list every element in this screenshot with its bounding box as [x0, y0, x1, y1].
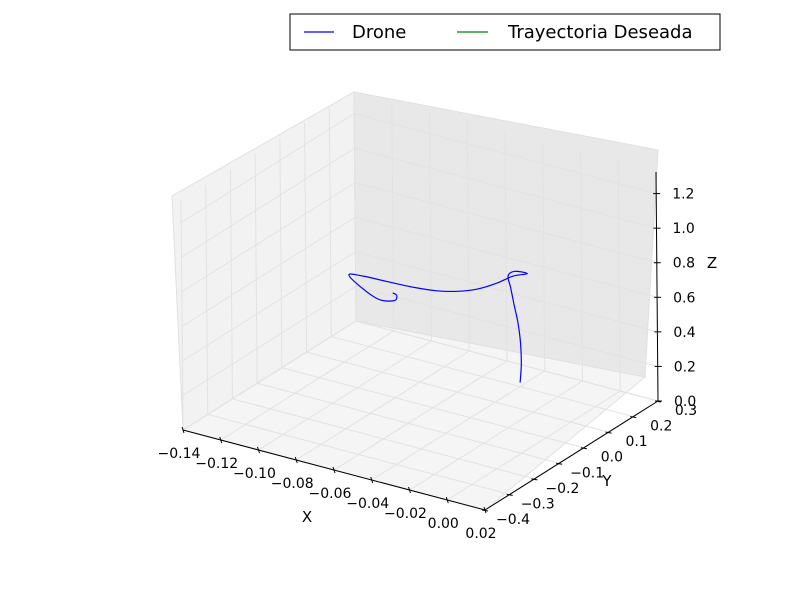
y-tick [556, 462, 563, 465]
z-tick-label: 0.6 [673, 290, 695, 306]
y-tick-label: 0.3 [675, 403, 697, 419]
x-gridline-back [429, 111, 432, 342]
y-gridline-side [229, 169, 233, 399]
y-tick-label: 0.1 [625, 434, 647, 450]
y-gridline-floor [331, 336, 634, 418]
legend-label-trayectoria-deseada: Trayectoria Deseada [507, 22, 693, 43]
y-tick [605, 431, 612, 434]
x-tick-label: −0.08 [271, 476, 314, 492]
y-tick-label: −0.4 [496, 512, 530, 528]
x-gridline-floor [409, 380, 583, 491]
y-tick [506, 493, 513, 496]
x-gridline-floor [258, 340, 432, 451]
z-gridline-back [355, 251, 658, 333]
legend-box [289, 13, 721, 51]
y-gridline-side [254, 154, 258, 384]
y-tick-label: −0.1 [570, 465, 604, 481]
y-gridline-side [279, 138, 283, 368]
z-axis-label: Z [707, 254, 717, 272]
y-gridline-floor [306, 351, 609, 433]
y-tick-label: 0.2 [650, 419, 672, 435]
x-tick [294, 456, 298, 464]
x-gridline-back [504, 131, 508, 362]
x-axis-label: X [302, 508, 312, 526]
series-line-drone [348, 270, 528, 383]
z-gridline-back [354, 147, 657, 229]
x-gridline-floor [371, 370, 546, 481]
z-gridline-side [182, 320, 357, 431]
x-tick [332, 466, 336, 474]
legend: Drone Trayectoria Deseada [289, 13, 721, 51]
x-tick [257, 446, 260, 454]
x-gridline-floor [220, 330, 395, 441]
z-gridline-side [181, 182, 356, 293]
x-gridline-back [580, 151, 583, 382]
x-gridline-floor [446, 390, 621, 501]
z-tick-label: 0.4 [673, 325, 695, 341]
y-gridline-floor [207, 413, 510, 495]
z-gridline-side [181, 147, 355, 258]
z-gridline-side [182, 251, 356, 362]
y-tick-label: 0.0 [601, 450, 623, 466]
z-gridline-back [354, 216, 658, 298]
z-tick-label: 0.8 [673, 256, 695, 272]
x-gridline-floor [295, 350, 470, 461]
series-layer [348, 270, 528, 383]
z-tick-label: 1.0 [672, 221, 694, 237]
tick-layer: −0.14−0.12−0.10−0.08−0.06−0.04−0.020.00 0… [158, 187, 698, 542]
x-gridline-back [466, 121, 470, 352]
x-tick-label: −0.12 [195, 456, 238, 472]
y-gridline-floor [281, 367, 584, 449]
z-tick-label: 0.2 [674, 359, 696, 375]
y-tick [630, 416, 637, 419]
y-tick [481, 509, 489, 512]
x-tick [408, 486, 411, 494]
z-gridline-side [181, 216, 356, 327]
z-axis-line [655, 171, 659, 402]
z-gridline-side [180, 113, 355, 224]
x-tick-label: −0.10 [233, 466, 276, 482]
x-tick [219, 436, 223, 444]
y-axis-label: Y [601, 472, 612, 490]
x-tick-label: −0.06 [309, 486, 352, 502]
x-tick-label: −0.04 [346, 496, 389, 512]
y-gridline-floor [257, 382, 560, 464]
x-gridline-back [617, 161, 621, 392]
x-gridline-back [542, 141, 546, 372]
z-gridline-back [354, 182, 657, 264]
z-gridline-back [355, 285, 658, 367]
x-tick-label: −0.02 [384, 506, 427, 522]
legend-label-drone: Drone [352, 22, 406, 43]
y-gridline-floor [232, 398, 535, 480]
x-gridline-floor [333, 360, 508, 471]
x-tick-label: 0.02 [465, 526, 496, 542]
x-tick [445, 496, 449, 504]
z-tick-label: 0.0 [674, 394, 696, 410]
y-gridline-side [205, 185, 209, 415]
y-tick-label: −0.3 [521, 496, 555, 512]
x-tick [370, 476, 374, 484]
x-tick-label: 0.00 [428, 516, 459, 532]
x-tick-label: −0.14 [158, 446, 201, 462]
y-tick-label: −0.2 [545, 481, 579, 497]
z-gridline-side [182, 286, 356, 396]
x-tick [181, 426, 185, 434]
y-tick [531, 478, 538, 481]
y-gridline-side [180, 200, 184, 431]
y-gridline-side [304, 123, 308, 353]
y-gridline-side [328, 107, 332, 337]
y-axis-line [484, 400, 659, 511]
y-tick [580, 447, 587, 450]
z-gridline-back [355, 320, 659, 402]
z-tick-label: 1.2 [672, 187, 694, 203]
z-gridline-back [354, 113, 657, 195]
